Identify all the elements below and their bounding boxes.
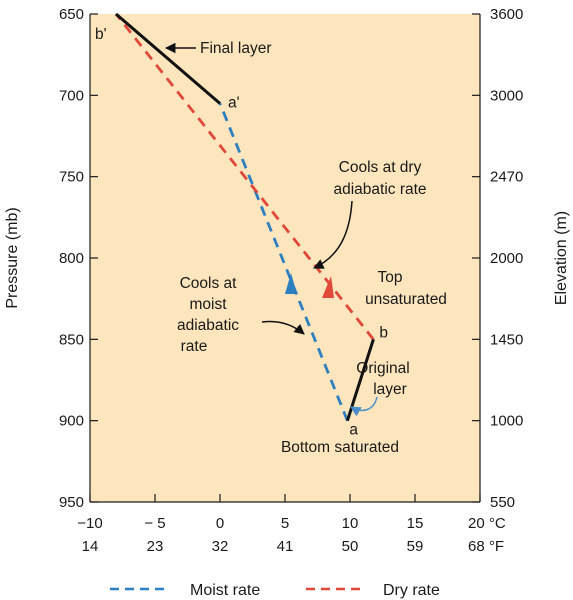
annotation-dry-line2: adiabatic rate — [333, 181, 426, 198]
point-label: a — [349, 422, 358, 439]
legend-dry-label: Dry rate — [383, 582, 440, 599]
right-axis-title: Elevation (m) — [553, 211, 570, 305]
point-label: a' — [228, 94, 240, 111]
original-layer-arrow — [350, 396, 378, 417]
celsius-tick-label: 20 °C — [468, 515, 506, 532]
point-labels: a b a' b' — [95, 26, 388, 439]
annotations: Final layer Cools at dry adiabatic rate … — [164, 40, 447, 456]
left-tick-label: 850 — [59, 331, 84, 348]
fahrenheit-tick-label: 23 — [147, 538, 164, 555]
fahrenheit-tick-label: 50 — [342, 538, 359, 555]
celsius-tick-label: 15 — [407, 515, 424, 532]
left-axis-ticks: 650 700 750 800 850 900 950 — [59, 6, 98, 511]
left-axis-title: Pressure (mb) — [4, 207, 21, 308]
point-label: b — [379, 324, 388, 341]
fahrenheit-tick-label: 32 — [212, 538, 229, 555]
annotation-bottom-saturated: Bottom saturated — [281, 439, 399, 456]
celsius-tick-label: −10 — [77, 515, 102, 532]
right-tick-label: 3600 — [490, 6, 523, 23]
left-tick-label: 950 — [59, 494, 84, 511]
right-tick-label: 1450 — [490, 331, 523, 348]
right-tick-label: 2470 — [490, 169, 523, 186]
right-tick-label: 3000 — [490, 87, 523, 104]
annotation-final-layer: Final layer — [200, 40, 272, 57]
fahrenheit-tick-label: 41 — [277, 538, 294, 555]
fahrenheit-tick-label: 14 — [82, 538, 99, 555]
legend-moist-label: Moist rate — [190, 582, 260, 599]
celsius-tick-label: 5 — [281, 515, 289, 532]
annotation-original-line2: layer — [373, 381, 407, 398]
celsius-tick-label: 0 — [216, 515, 224, 532]
right-axis-ticks: 3600 3000 2470 2000 1450 1000 550 — [472, 6, 523, 511]
right-tick-label: 1000 — [490, 413, 523, 430]
plot-background — [90, 14, 480, 502]
moist-rate-arrow — [261, 320, 305, 335]
celsius-tick-label: 10 — [342, 515, 359, 532]
moist-direction-arrow — [285, 273, 297, 294]
annotation-original-line1: Original — [356, 360, 409, 377]
annotation-moist-line1: Cools at — [180, 275, 238, 292]
annotation-top-line1: Top — [378, 269, 403, 286]
right-tick-label: 2000 — [490, 250, 523, 267]
left-tick-label: 900 — [59, 413, 84, 430]
dry-rate-arrow — [313, 200, 353, 269]
bottom-axis-ticks: −10 14 − 5 23 0 32 5 41 10 50 15 59 20 °C 68 °F — [77, 494, 506, 555]
annotation-moist-line3: adiabatic — [177, 317, 239, 334]
fahrenheit-tick-label: 59 — [407, 538, 424, 555]
final-layer-line — [115, 12, 221, 105]
left-tick-label: 650 — [59, 6, 84, 23]
point-label: b' — [95, 26, 107, 43]
celsius-tick-label: − 5 — [144, 515, 165, 532]
legend: Moist rate Dry rate — [110, 582, 440, 599]
left-tick-label: 800 — [59, 250, 84, 267]
annotation-moist-line4: rate — [181, 338, 208, 355]
left-tick-label: 750 — [59, 169, 84, 186]
annotation-moist-line2: moist — [189, 296, 227, 313]
right-tick-label: 550 — [490, 494, 515, 511]
moist-rate-line — [218, 102, 349, 422]
fahrenheit-tick-label: 68 °F — [468, 538, 504, 555]
annotation-dry-line1: Cools at dry — [339, 159, 422, 176]
annotation-top-line2: unsaturated — [365, 291, 447, 308]
left-tick-label: 700 — [59, 87, 84, 104]
dry-direction-arrow — [322, 276, 334, 298]
